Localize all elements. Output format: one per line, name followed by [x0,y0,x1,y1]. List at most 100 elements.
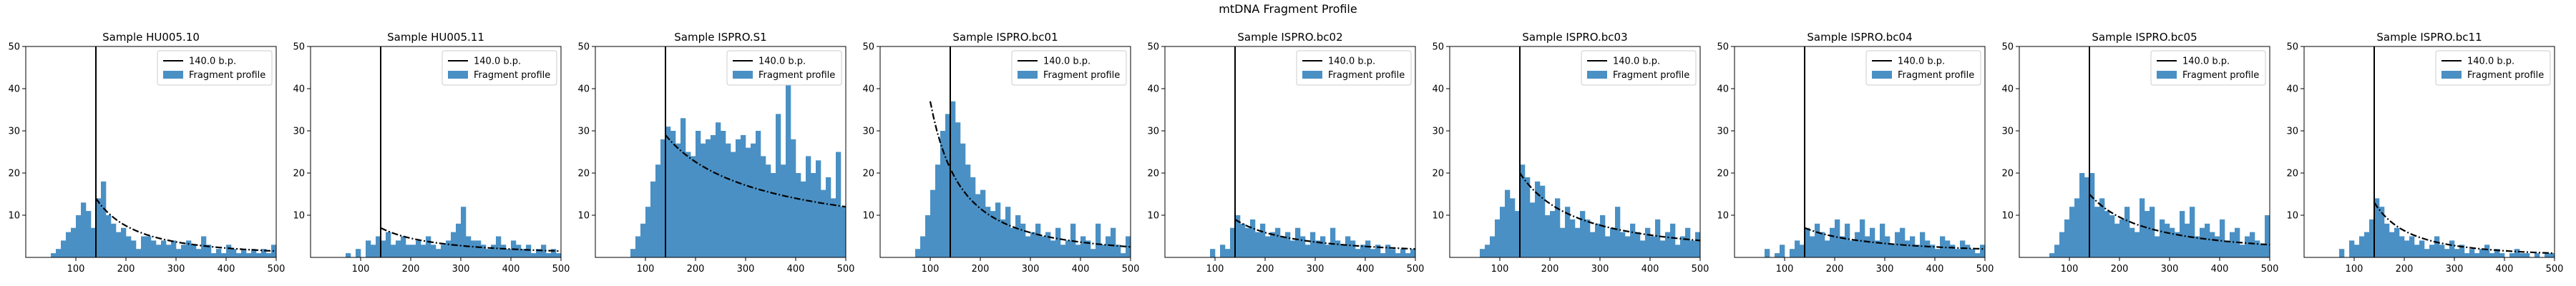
histogram-bar [2225,240,2230,257]
histogram-bar [2215,236,2220,257]
histogram-bar [731,152,736,257]
legend-bar-swatch [163,71,183,79]
y-tick-label: 30 [862,127,874,137]
histogram-bar [925,215,931,257]
chart-panel: Sample HU005.10 100 200 300 400 500 10 20 30 40 50… [8,31,285,275]
histogram-bar [645,207,651,257]
y-tick-label: 10 [1717,211,1729,222]
y-axis: 10 20 30 40 50 [2001,42,2019,222]
y-tick-label: 50 [577,42,590,53]
histogram-bar [995,202,1001,257]
y-tick-label: 50 [1717,42,1729,53]
histogram-bar [426,236,431,257]
histogram-bar [1695,232,1701,257]
legend-line-label: 140.0 b.p. [2467,56,2514,67]
histogram-bar [1515,211,1521,257]
x-axis: 100 200 300 400 500 [2346,257,2563,275]
histogram-bar [1900,227,1906,257]
histogram-bar [1370,249,1376,257]
chart-panel: Sample ISPRO.bc11 100 200 300 400 500 10 20 30 40… [2286,31,2563,275]
legend-bar-swatch [1018,71,1038,79]
legend: 140.0 b.p. Fragment profile [441,50,557,86]
histogram-bar [965,164,971,257]
legend-box [1865,50,1981,86]
histogram-bar [1520,164,1526,257]
y-tick-label: 30 [2001,127,2014,137]
histogram-bar [2094,207,2100,257]
legend-bar-label: Fragment profile [2467,70,2544,81]
y-tick-label: 40 [1717,84,1729,95]
legend-box [1581,50,1697,86]
histogram-bar [1955,249,1961,257]
histogram-bar [1096,223,1101,257]
x-tick-label: 200 [1541,264,1559,275]
y-tick-label: 20 [293,169,305,179]
histogram-bar [2379,207,2385,257]
legend-line-label: 140.0 b.p. [1043,56,1091,67]
legend: 140.0 b.p. Fragment profile [1296,50,1412,86]
histogram-bar [1645,227,1651,257]
y-tick-label: 30 [2286,127,2298,137]
histogram-bar [706,139,711,257]
fit-curve [665,134,847,208]
histogram-bar [91,227,97,257]
x-axis: 100 200 300 400 500 [1776,257,1994,275]
histogram-bar [2195,236,2200,257]
x-tick-label: 300 [1022,264,1040,275]
histogram-bar [246,253,252,257]
histogram-bar [1835,219,1840,257]
histogram-bar [1560,227,1566,257]
histogram-bar [1525,177,1531,257]
x-axis: 100 200 300 400 500 [1206,257,1425,275]
histogram-bar [2265,215,2270,257]
x-tick-label: 400 [787,264,805,275]
histogram-bar [726,143,731,257]
legend: 140.0 b.p. Fragment profile [1865,50,1981,86]
histogram-bar [1880,223,1885,257]
histogram-bar [1075,245,1081,257]
histogram-bar [2240,245,2245,257]
x-tick-label: 300 [452,264,470,275]
x-tick-label: 300 [1591,264,1609,275]
histogram-bar [841,207,847,257]
x-tick-label: 500 [1407,264,1425,275]
histogram-bar [721,131,726,257]
x-tick-label: 500 [1122,264,1140,275]
histogram-bar [1210,249,1216,257]
histogram-bar [2454,249,2460,257]
histogram-bar [1091,249,1096,257]
x-tick-label: 200 [117,264,135,275]
histogram-bars [915,101,1131,257]
histogram-bar [686,152,691,257]
y-axis: 10 20 30 40 50 [1432,42,1450,222]
histogram-bar [1111,227,1116,257]
x-tick-label: 500 [552,264,570,275]
histogram-bar [371,245,376,257]
histogram-bar [396,240,401,257]
histogram-bar [2444,249,2450,257]
histogram-bar [121,227,127,257]
histogram-bar [1550,211,1556,257]
y-tick-label: 50 [862,42,874,53]
histogram-bar [1930,245,1936,257]
histogram-bar [766,164,771,257]
histogram-bar [836,152,841,257]
figure-title: mtDNA Fragment Profile [1219,2,1357,16]
histogram-bar [2104,211,2110,257]
histogram-bar [1545,215,1551,257]
histogram-bar [391,245,396,257]
histogram-bar [1865,236,1870,257]
histogram-bar [650,181,656,257]
legend-box [1296,50,1412,86]
y-tick-label: 10 [8,211,20,222]
legend-line-label: 140.0 b.p. [1328,56,1375,67]
histogram-bar [1970,249,1976,257]
histogram-bar [1245,227,1251,257]
histogram-bar [1121,253,1126,257]
histogram-bar [546,253,552,257]
histogram-bar [2474,253,2480,257]
histogram-bar [2220,219,2225,257]
y-tick-label: 50 [2286,42,2298,53]
histogram-bar [1260,223,1266,257]
histogram-bar [1340,245,1346,257]
